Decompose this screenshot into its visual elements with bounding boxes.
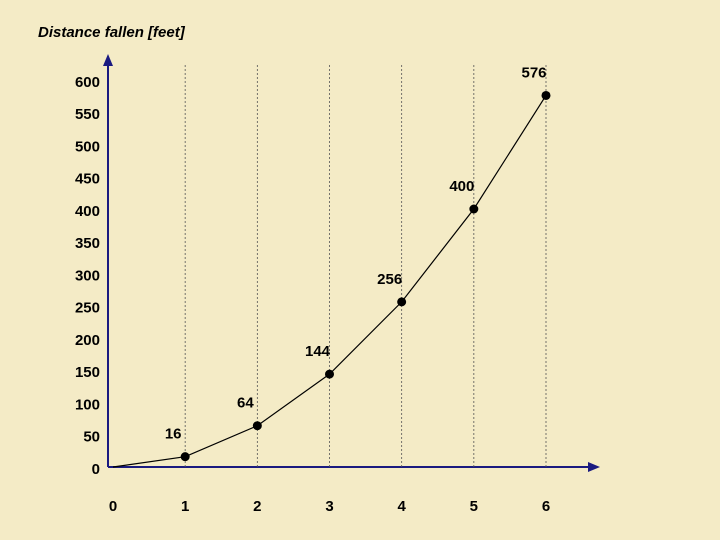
x-tick-label: 1 [181,498,189,515]
x-tick-label: 6 [542,498,550,515]
y-tick-label: 50 [83,429,100,446]
data-label: 256 [377,271,402,288]
x-tick-label: 0 [109,498,117,515]
data-label: 144 [305,343,331,360]
x-tick-label: 2 [253,498,261,515]
data-point [252,421,262,431]
y-tick-label: 250 [75,300,100,317]
y-tick-label: 350 [75,235,100,252]
data-label: 16 [165,426,182,443]
y-tick-label: 500 [75,138,100,155]
y-tick-label: 600 [75,74,100,91]
data-point [541,90,551,100]
y-tick-label: 200 [75,332,100,349]
y-tick-label: 300 [75,267,100,284]
data-point [397,297,407,307]
data-point [469,204,479,214]
x-axis-arrow [588,462,600,472]
data-label: 576 [521,64,546,81]
data-point [180,452,190,462]
chart-title: Distance fallen [feet] [38,24,186,41]
y-tick-label: 150 [75,364,100,381]
y-tick-label: 550 [75,106,100,123]
y-tick-label: 450 [75,171,100,188]
data-point [325,369,334,379]
x-tick-label: 3 [325,498,333,515]
data-label: 64 [237,395,254,412]
y-tick-label: 400 [75,203,100,220]
y-tick-label: 100 [75,396,100,413]
y-axis-arrow [103,54,113,66]
y-tick-label: 0 [92,461,100,478]
data-label: 400 [449,178,474,195]
x-tick-label: 5 [470,498,478,515]
x-tick-label: 4 [397,498,406,515]
